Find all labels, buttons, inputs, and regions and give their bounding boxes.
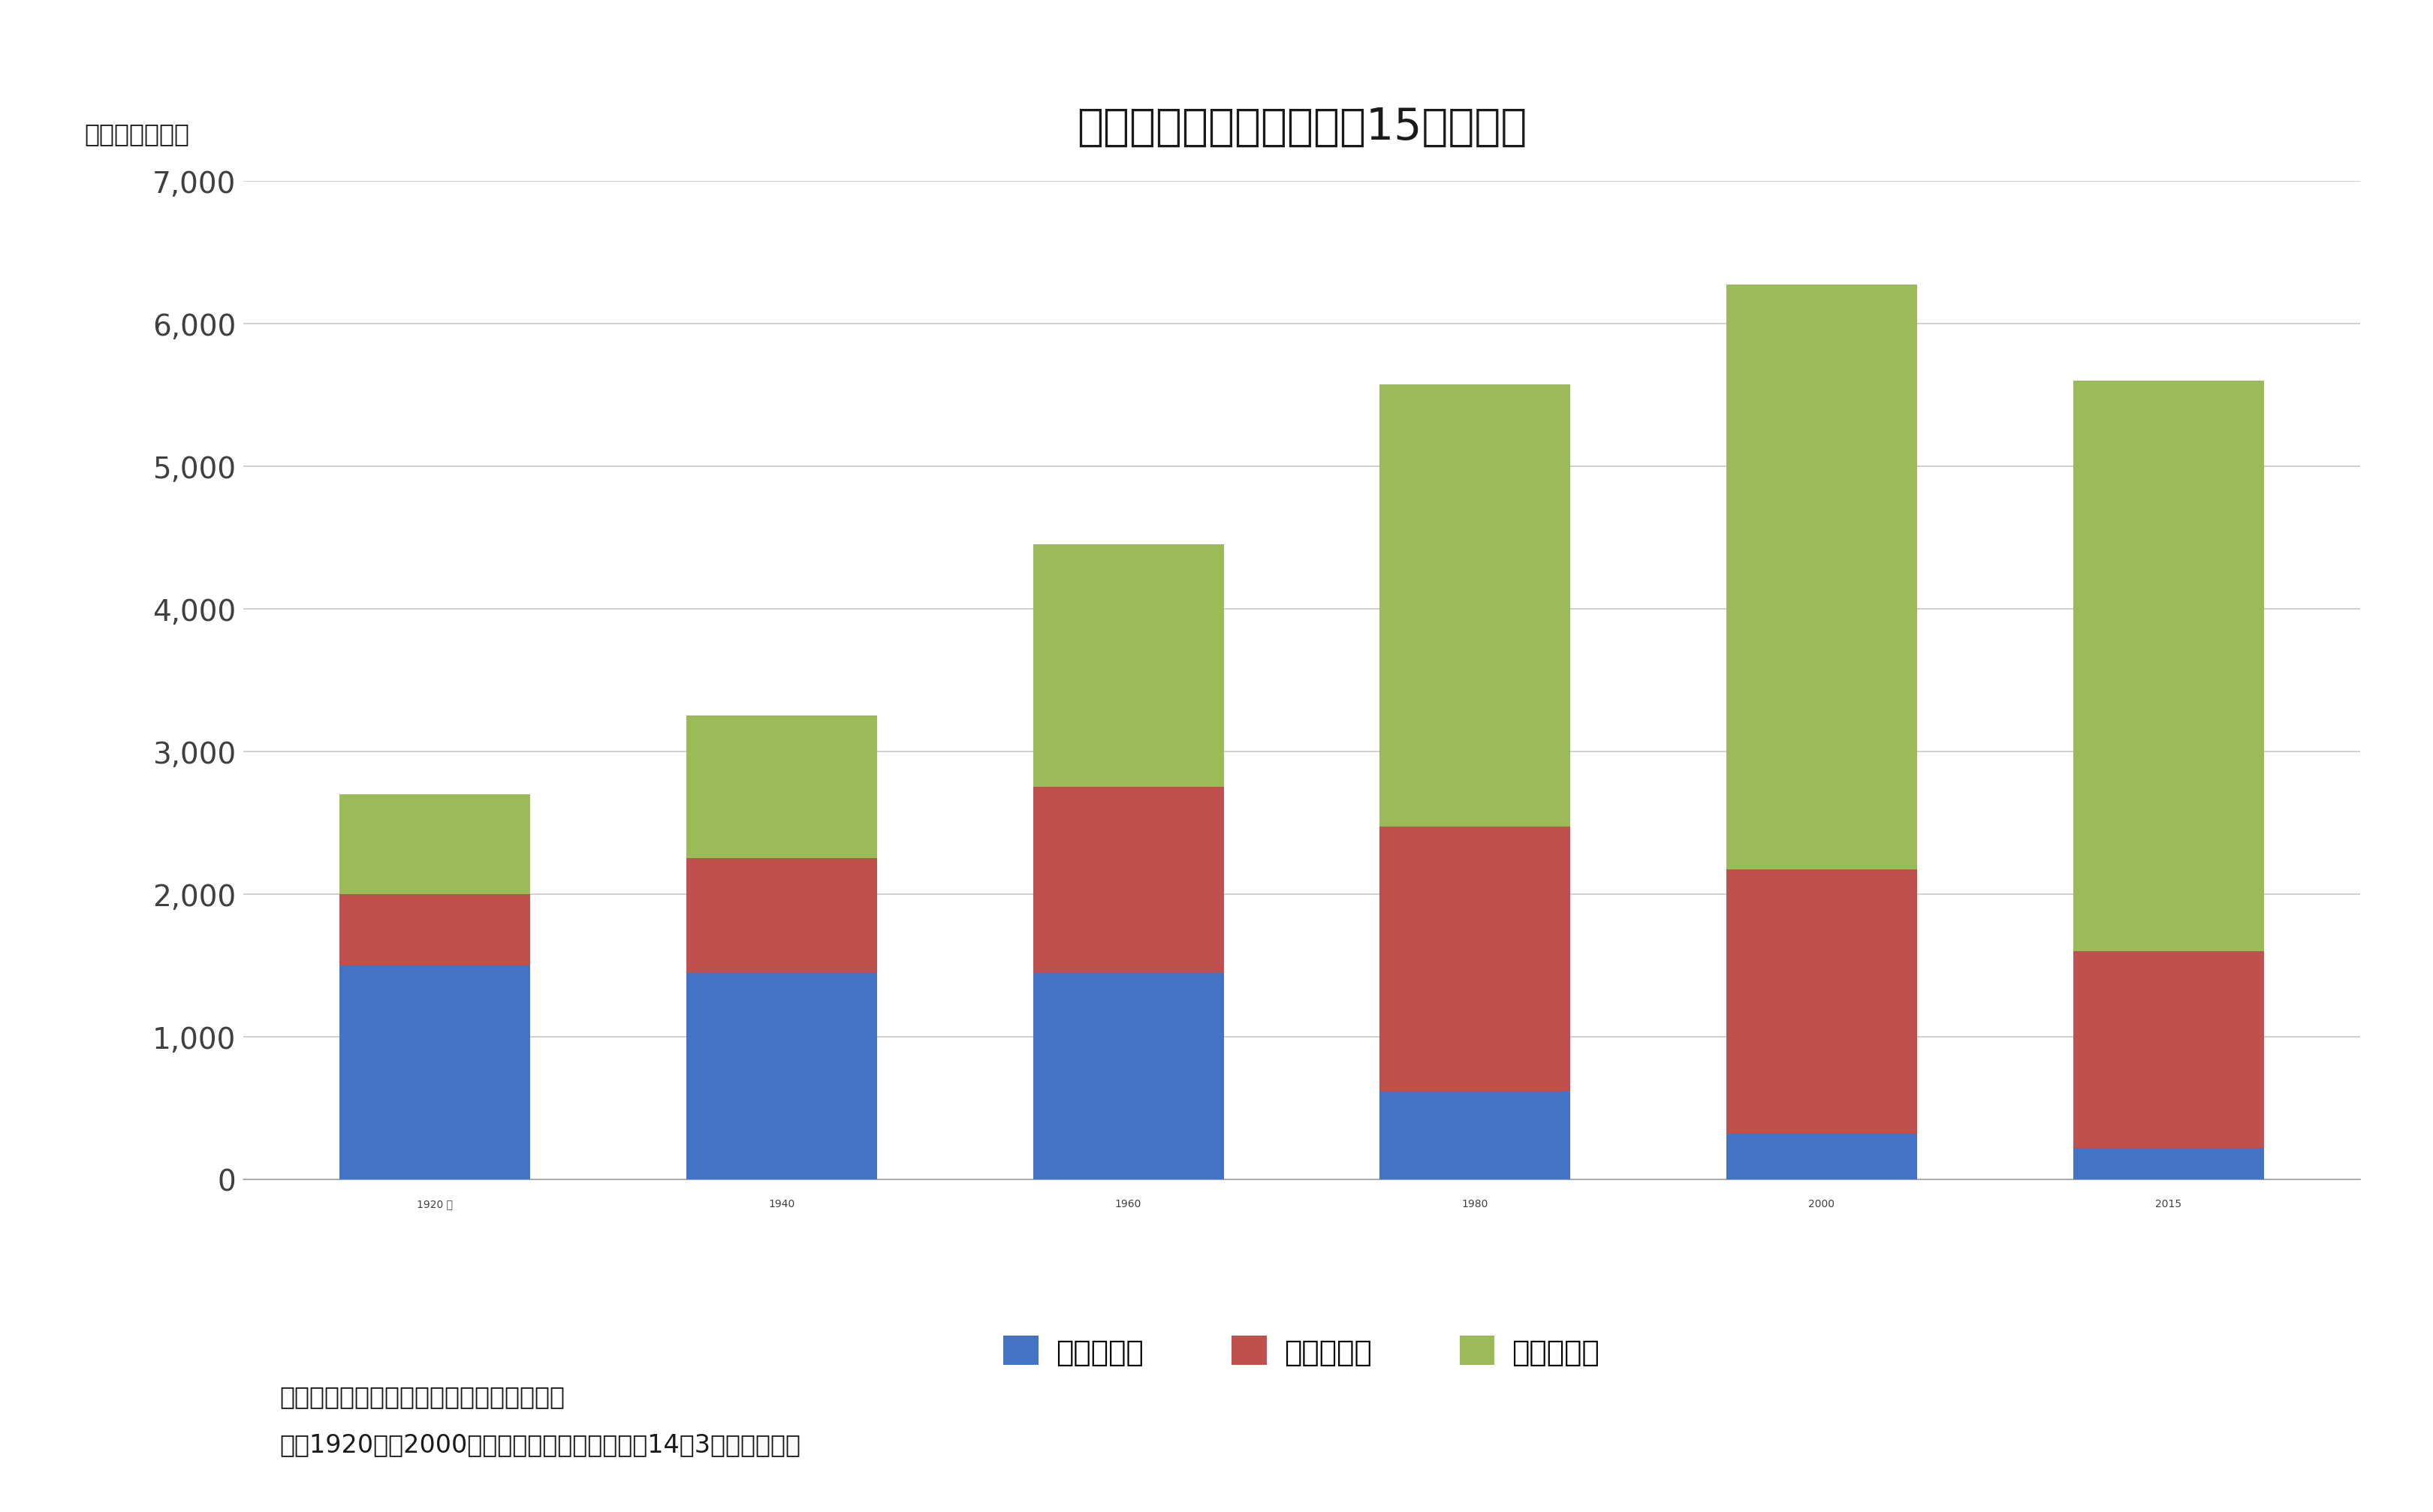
Bar — [1034, 544, 1224, 788]
Bar — [1034, 788, 1224, 972]
Bar — [1380, 827, 1569, 1092]
Text: 注）1920年～2000年は産業（旧大分類）平成14年3月改訂前結果: 注）1920年～2000年は産業（旧大分類）平成14年3月改訂前結果 — [280, 1432, 800, 1456]
Text: 出典）总務省統計局「国勢調査」より作成: 出典）总務省統計局「国勢調査」より作成 — [280, 1383, 564, 1408]
Bar — [1727, 869, 1917, 1134]
Bar — [1727, 1134, 1917, 1179]
Bar — [686, 972, 876, 1179]
Bar — [341, 966, 530, 1179]
Bar — [1380, 386, 1569, 827]
Bar — [1034, 972, 1224, 1179]
Bar — [2073, 381, 2263, 951]
Bar — [341, 794, 530, 894]
Bar — [2073, 1148, 2263, 1179]
Bar — [1380, 1092, 1569, 1179]
Text: （単位：万人）: （単位：万人） — [85, 121, 190, 147]
Title: 産業別就業者数の変化（15歳以上）: 産業別就業者数の変化（15歳以上） — [1078, 106, 1525, 148]
Bar — [686, 717, 876, 859]
Bar — [341, 894, 530, 966]
Legend: 第１次産業, 第２次産業, 第３次産業: 第１次産業, 第２次産業, 第３次産業 — [993, 1323, 1611, 1377]
Bar — [2073, 951, 2263, 1148]
Bar — [1727, 286, 1917, 869]
Bar — [686, 859, 876, 972]
